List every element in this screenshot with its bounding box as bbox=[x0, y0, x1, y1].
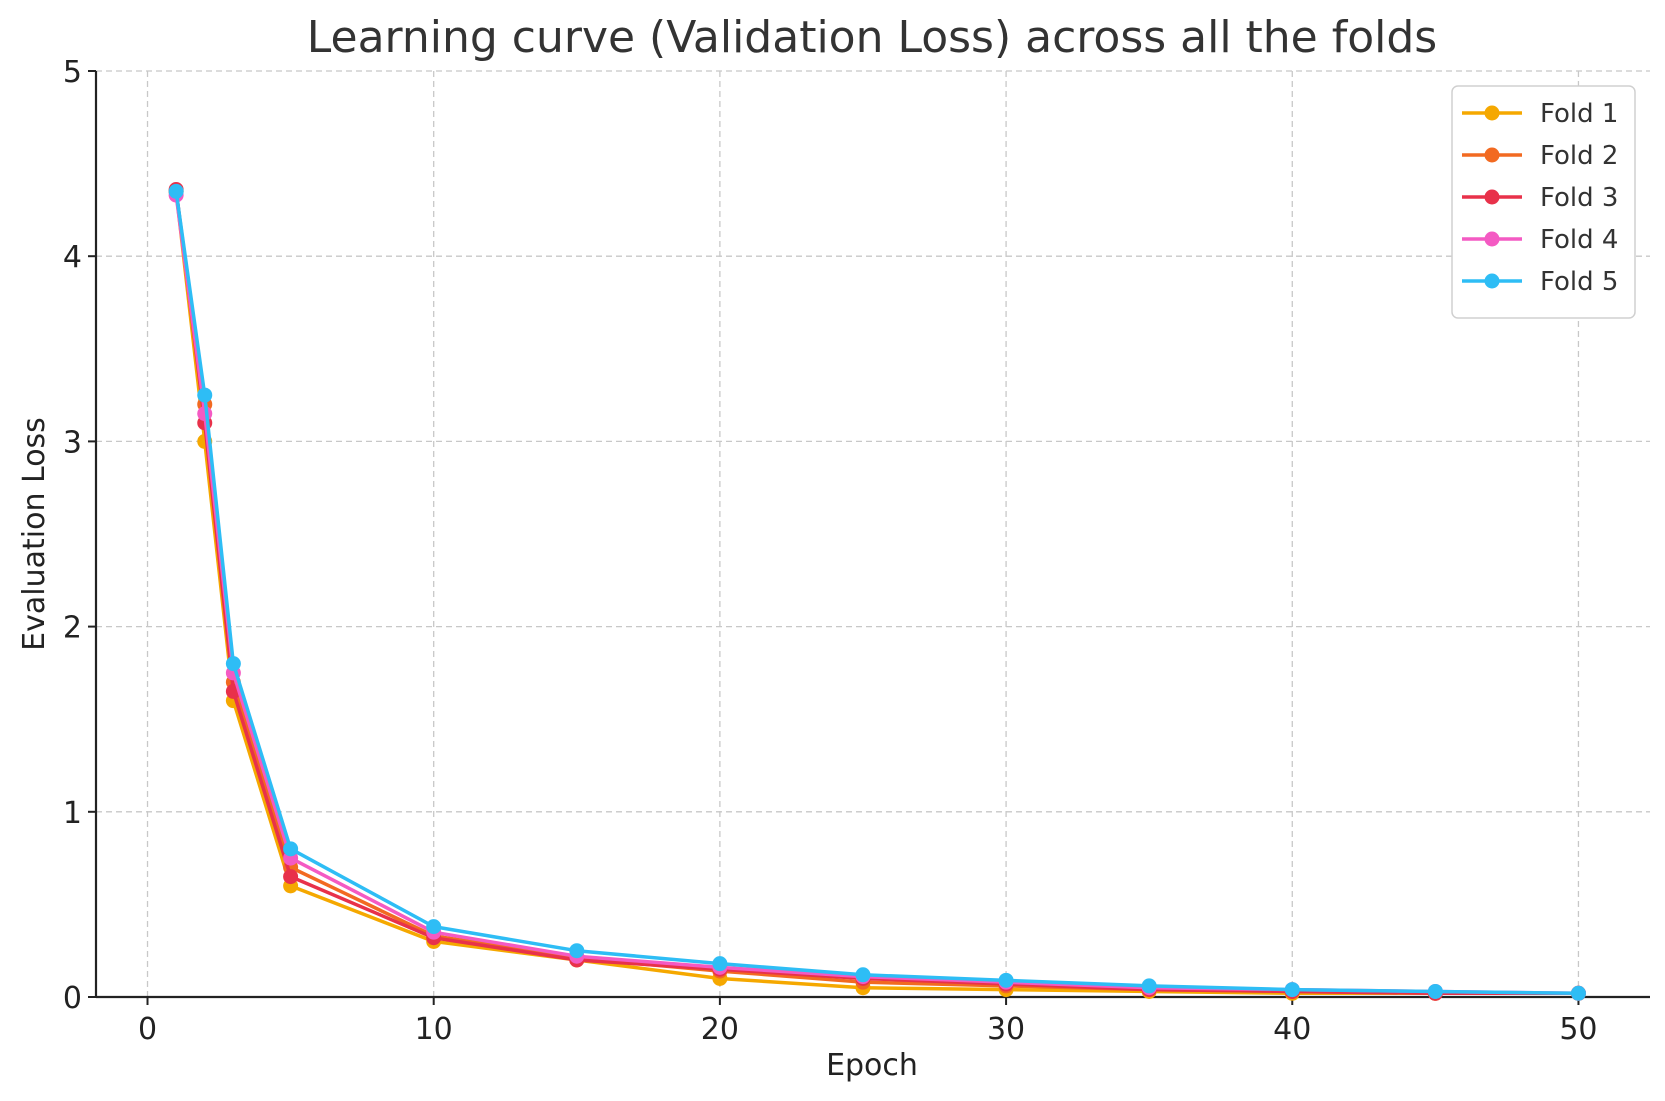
data-point-fold-5 bbox=[197, 387, 213, 403]
legend-swatch-marker bbox=[1484, 147, 1500, 163]
legend-item: Fold 2 bbox=[1462, 141, 1618, 171]
data-point-fold-5 bbox=[712, 956, 728, 972]
y-tick-label: 4 bbox=[63, 240, 82, 275]
data-point-fold-5 bbox=[1141, 978, 1157, 994]
legend-label: Fold 2 bbox=[1540, 141, 1618, 171]
legend-box bbox=[1451, 85, 1636, 319]
y-tick-label: 2 bbox=[63, 611, 82, 646]
y-tick-label: 0 bbox=[63, 981, 82, 1016]
grid-layer bbox=[96, 70, 1650, 998]
series-fold-3 bbox=[168, 182, 1586, 1001]
legend-swatch-marker bbox=[1484, 231, 1500, 247]
x-tick-label: 10 bbox=[415, 1012, 453, 1047]
legend-label: Fold 1 bbox=[1540, 99, 1618, 129]
data-point-fold-5 bbox=[283, 841, 299, 857]
series-fold-4 bbox=[168, 187, 1586, 1001]
legend-item: Fold 5 bbox=[1462, 267, 1618, 297]
x-tick-label: 0 bbox=[138, 1012, 157, 1047]
x-tick-label: 20 bbox=[701, 1012, 739, 1047]
data-point-fold-3 bbox=[283, 869, 299, 885]
legend-label: Fold 5 bbox=[1540, 267, 1618, 297]
y-tick-label: 5 bbox=[63, 55, 82, 90]
data-point-fold-5 bbox=[168, 183, 184, 199]
series-line-fold-4 bbox=[174, 194, 1579, 996]
legend-swatch-marker bbox=[1484, 189, 1500, 205]
series-line-fold-5 bbox=[174, 191, 1579, 996]
series-line-fold-1 bbox=[174, 191, 1579, 996]
series-fold-2 bbox=[168, 183, 1586, 1001]
data-point-fold-5 bbox=[225, 656, 241, 672]
chart-title: Learning curve (Validation Loss) across … bbox=[307, 12, 1437, 63]
data-point-fold-5 bbox=[426, 919, 442, 935]
x-axis-label: Epoch bbox=[826, 1048, 918, 1083]
y-axis-label: Evaluation Loss bbox=[17, 417, 52, 651]
legend-label: Fold 4 bbox=[1540, 225, 1618, 255]
axes-layer: 0 10 20 30 40 50 0 1 2 3 4 5 bbox=[63, 55, 1650, 1047]
series-fold-5 bbox=[168, 183, 1586, 1001]
series-line-fold-2 bbox=[174, 191, 1579, 996]
data-point-fold-5 bbox=[998, 972, 1014, 988]
series-line-fold-3 bbox=[174, 189, 1579, 996]
legend-swatch-marker bbox=[1484, 273, 1500, 289]
x-tick-label: 30 bbox=[987, 1012, 1025, 1047]
legend-item: Fold 1 bbox=[1462, 99, 1618, 129]
y-tick-label: 3 bbox=[63, 425, 82, 460]
y-tick-label: 1 bbox=[63, 796, 82, 831]
legend-label: Fold 3 bbox=[1540, 183, 1618, 213]
data-point-fold-5 bbox=[1427, 983, 1443, 999]
legend-item: Fold 4 bbox=[1462, 225, 1618, 255]
data-point-fold-5 bbox=[569, 943, 585, 959]
legend-item: Fold 3 bbox=[1462, 183, 1618, 213]
data-point-fold-5 bbox=[1570, 985, 1586, 1001]
data-point-fold-5 bbox=[1284, 982, 1300, 998]
series-fold-1 bbox=[168, 183, 1586, 1001]
legend: Fold 1 Fold 2 Fold 3 Fold 4 Fold 5 bbox=[1451, 85, 1636, 319]
series-layer bbox=[168, 182, 1586, 1001]
x-tick-label: 40 bbox=[1273, 1012, 1311, 1047]
legend-swatch-marker bbox=[1484, 105, 1500, 121]
data-point-fold-5 bbox=[855, 967, 871, 983]
x-tick-label: 50 bbox=[1559, 1012, 1597, 1047]
